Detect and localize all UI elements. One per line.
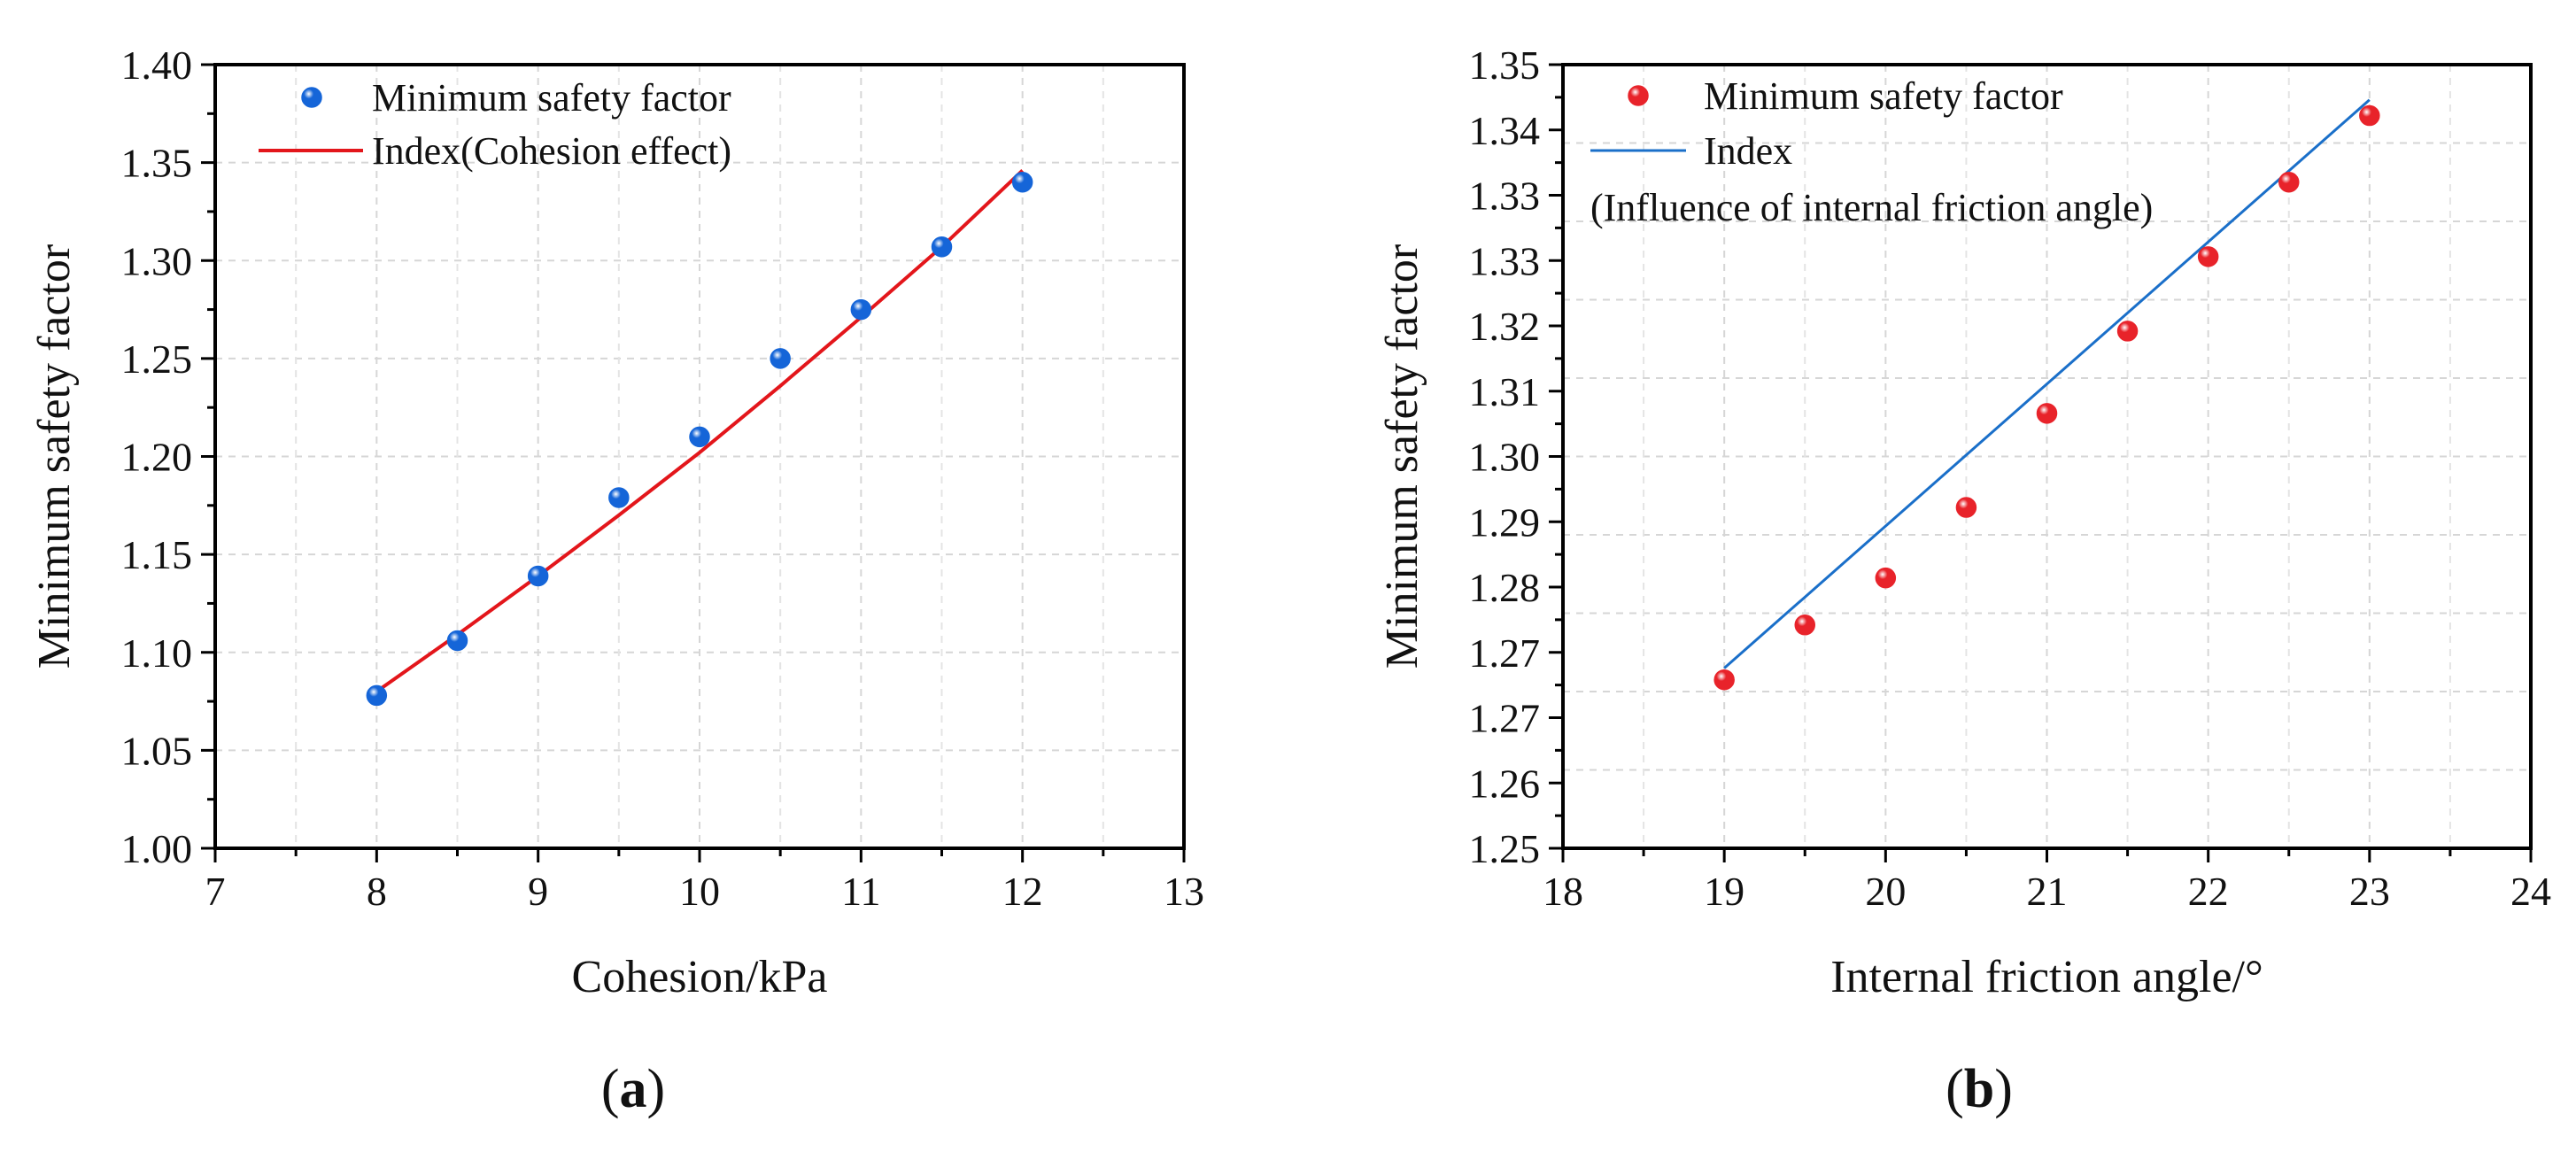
data-point [608, 487, 630, 508]
data-point [850, 298, 872, 321]
y-tick-label: 1.32 [1469, 304, 1541, 349]
x-axis-label: Cohesion/kPa [572, 952, 828, 1002]
y-tick-label: 1.00 [121, 826, 193, 871]
data-point [931, 236, 953, 258]
x-tick-label: 13 [1164, 869, 1204, 914]
y-axis-label: Minimum safety factor [29, 244, 80, 669]
data-point [1794, 615, 1815, 636]
panel-label-close: ) [647, 1059, 666, 1119]
y-tick-label: 1.31 [1469, 369, 1541, 414]
panel-label: (b) [1946, 1059, 2013, 1119]
y-tick-label: 1.30 [121, 238, 193, 283]
data-point [1011, 172, 1033, 193]
y-tick-label: 1.29 [1469, 499, 1541, 545]
y-tick-label: 1.15 [121, 532, 193, 577]
y-tick-label: 1.33 [1469, 238, 1541, 283]
x-axis-label: Internal friction angle/° [1830, 952, 2263, 1002]
y-tick-label: 1.25 [1469, 826, 1541, 871]
data-point [2359, 104, 2380, 127]
fit-line [1723, 98, 2371, 669]
y-tick-label: 1.35 [1469, 43, 1541, 88]
legend-marker-points [301, 87, 322, 108]
x-tick-label: 18 [1543, 869, 1583, 914]
y-tick-label: 1.25 [121, 336, 193, 382]
panel-b-chart: 18 19 20 21 22 23 24 1.25 1.26 1.27 1.27 1.28 1.29 1.… [1377, 43, 2551, 1119]
data-point [2197, 246, 2219, 267]
panel-label-open: ( [1946, 1059, 1964, 1119]
x-tick-label: 22 [2188, 869, 2229, 914]
data-point [689, 426, 710, 448]
legend-label-points: Minimum safety factor [1704, 74, 2063, 118]
data-point [527, 565, 549, 587]
panel-label: (a) [601, 1059, 665, 1119]
y-tick-label: 1.27 [1469, 696, 1541, 741]
x-tick-label: 23 [2349, 869, 2390, 914]
fit-line [375, 169, 1025, 693]
y-tick-label: 1.05 [121, 728, 193, 773]
legend-label-points: Minimum safety factor [372, 76, 731, 120]
panel-label-letter: b [1964, 1059, 1994, 1119]
x-tick-label: 12 [1002, 869, 1043, 914]
data-point [770, 348, 791, 369]
x-tick-label: 20 [1865, 869, 1906, 914]
data-point [366, 684, 388, 707]
legend-label-fit: Index [1704, 129, 1792, 173]
legend-marker-points [1628, 85, 1649, 106]
y-tick-label: 1.27 [1469, 630, 1541, 676]
data-point [1955, 497, 1977, 518]
y-tick-label: 1.30 [1469, 435, 1541, 480]
x-tick-label: 9 [528, 869, 548, 914]
data-point [1713, 669, 1735, 691]
data-point [446, 630, 468, 652]
y-tick-label: 1.35 [121, 141, 193, 186]
y-tick-label: 1.40 [121, 43, 193, 88]
data-point [2278, 172, 2300, 193]
data-point [2116, 321, 2139, 342]
x-tick-label: 19 [1704, 869, 1744, 914]
y-axis-label: Minimum safety factor [1377, 244, 1427, 669]
y-tick-label: 1.20 [121, 435, 193, 480]
y-tick-label: 1.33 [1469, 174, 1541, 219]
y-tick-label: 1.26 [1469, 761, 1541, 806]
data-point [1875, 567, 1897, 589]
x-tick-label: 11 [841, 869, 880, 914]
panel-label-close: ) [1994, 1059, 2013, 1119]
panel-label-letter: a [620, 1059, 647, 1119]
y-tick-label: 1.10 [121, 630, 193, 676]
x-tick-label: 24 [2510, 869, 2551, 914]
panel-label-open: ( [601, 1059, 620, 1119]
y-tick-label: 1.28 [1469, 565, 1541, 610]
x-tick-label: 10 [679, 869, 720, 914]
x-tick-label: 8 [367, 869, 387, 914]
legend-label-note: (Influence of internal friction angle) [1590, 186, 2153, 229]
data-point [2036, 403, 2058, 424]
panel-a-chart: 7 8 9 10 11 12 13 1.00 1.05 1.10 1.15 1.20 1.25 1.30 1… [29, 43, 1204, 1119]
y-tick-label: 1.34 [1469, 108, 1541, 153]
legend-label-fit: Index(Cohesion effect) [372, 129, 731, 173]
x-tick-label: 21 [2027, 869, 2068, 914]
x-tick-label: 7 [205, 869, 226, 914]
